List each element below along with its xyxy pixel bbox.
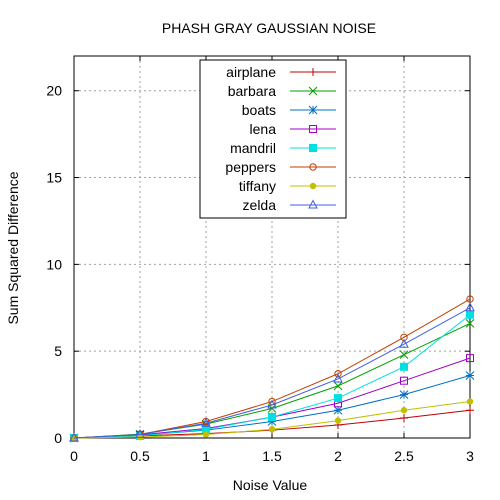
filled-square-marker — [400, 362, 408, 371]
legend-label: barbara — [228, 83, 276, 99]
legend-label: boats — [242, 102, 276, 118]
legend-label: tiffany — [239, 178, 276, 194]
y-tick-label: 15 — [46, 170, 62, 186]
circle-marker — [309, 163, 317, 171]
legend-label: zelda — [243, 197, 277, 213]
star-marker — [333, 405, 343, 415]
x-tick-label: 1.5 — [262, 448, 282, 464]
filled-circle-marker — [309, 182, 317, 190]
square-marker — [309, 125, 317, 133]
filled-circle-marker — [334, 417, 342, 424]
y-tick-label: 5 — [54, 343, 62, 359]
x-tick-label: 1 — [202, 448, 210, 464]
series-zelda — [69, 302, 475, 442]
y-axis-label: Sum Squared Difference — [5, 171, 21, 324]
filled-square-marker — [309, 144, 317, 152]
triangle-marker — [399, 338, 409, 348]
plus-marker — [400, 414, 408, 423]
filled-square-marker — [334, 394, 342, 403]
triangle-marker — [201, 417, 211, 427]
legend-box — [199, 59, 347, 219]
filled-square-marker — [466, 310, 474, 319]
legend-label: airplane — [226, 64, 276, 80]
filled-circle-marker — [268, 426, 276, 433]
triangle-marker — [465, 302, 475, 312]
plus-marker — [466, 406, 474, 415]
triangle-marker — [69, 432, 79, 442]
x-tick-label: 2 — [334, 448, 342, 464]
square-marker — [400, 376, 408, 385]
triangle-marker — [333, 373, 343, 383]
star-marker — [399, 390, 409, 399]
triangle-marker — [267, 399, 277, 409]
square-marker — [466, 354, 474, 363]
x-tick-label: 0 — [70, 448, 78, 464]
y-tick-label: 20 — [46, 83, 62, 99]
chart-title: PHASH GRAY GAUSSIAN NOISE — [162, 20, 376, 36]
legend-label: lena — [250, 121, 277, 137]
triangle-marker — [135, 428, 145, 439]
filled-square-marker — [268, 413, 276, 422]
x-tick-label: 0.5 — [130, 448, 150, 464]
legend: airplane barbara boats lena mandril peppers ti… — [199, 59, 347, 219]
series-line — [73, 307, 471, 439]
tick-layer: 0 0.5 1 1.5 2 2.5 3 0 5 10 15 20 — [46, 56, 474, 464]
x-tick-label: 3 — [466, 448, 474, 464]
triangle-marker — [308, 199, 318, 209]
filled-circle-marker — [400, 407, 408, 414]
filled-circle-marker — [466, 398, 474, 405]
legend-label: peppers — [225, 159, 276, 175]
x-axis-label: Noise Value — [233, 477, 308, 493]
filled-circle-marker — [202, 431, 210, 438]
grid-layer — [74, 56, 470, 438]
series-layer — [69, 295, 475, 443]
y-tick-label: 10 — [46, 256, 62, 272]
x-tick-label: 2.5 — [394, 448, 414, 464]
cross-marker — [399, 350, 409, 360]
cross-marker — [333, 381, 343, 391]
legend-label: mandril — [230, 140, 276, 156]
circle-marker — [334, 370, 342, 378]
filled-square-marker — [202, 425, 210, 434]
star-marker — [267, 417, 277, 426]
y-tick-label: 0 — [54, 430, 62, 446]
star-marker — [308, 105, 318, 115]
plus-marker — [309, 68, 317, 76]
cross-marker — [308, 86, 318, 96]
cross-marker — [465, 319, 475, 328]
star-marker — [465, 371, 475, 380]
